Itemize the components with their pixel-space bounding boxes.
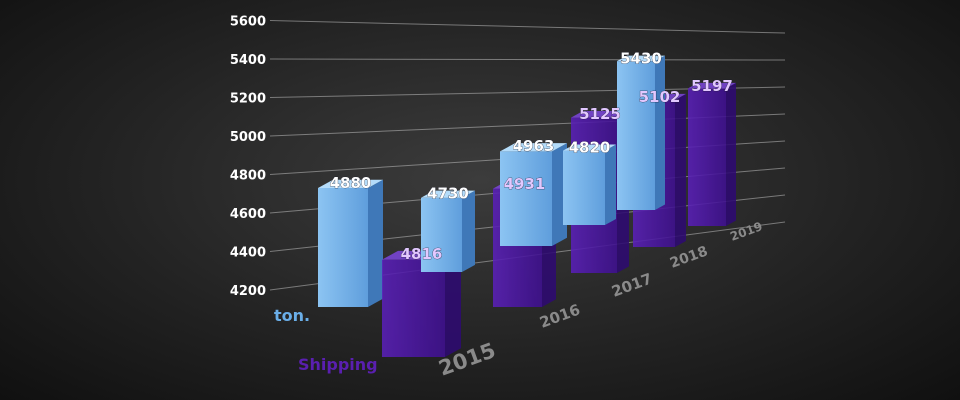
bar-shipping-2017-value-label: 5125 xyxy=(579,105,621,123)
bar-shipping-2016-value-label: 4931 xyxy=(504,175,546,193)
bar-shipping-2015-front xyxy=(382,259,445,357)
bar-ton-2019-side xyxy=(655,55,665,210)
bar-ton-2019-top xyxy=(617,55,665,62)
bar-ton-2019 xyxy=(617,55,665,210)
bar-ton-2017 xyxy=(500,143,567,246)
bar-ton-2015 xyxy=(318,179,383,307)
bar-ton-2016-front xyxy=(421,197,462,272)
bar-shipping-2019-side xyxy=(726,82,736,226)
y-tick-label: 4800 xyxy=(230,169,266,184)
bar-ton-2015-front xyxy=(318,188,368,307)
bar-shipping-2015-side xyxy=(445,250,461,357)
bar-shipping-2017-top xyxy=(571,111,629,118)
bar-shipping-2019-front xyxy=(688,88,726,226)
bar-ton-2018-front xyxy=(563,150,605,225)
bar-ton-2018 xyxy=(563,144,616,225)
bar-ton-2015-side xyxy=(368,179,383,307)
gridline-5400 xyxy=(269,58,786,61)
bar-ton-2017-front xyxy=(500,151,552,246)
y-tick-label: 4200 xyxy=(230,284,266,299)
bar-shipping-2018-value-label: 5102 xyxy=(639,88,681,106)
bar-shipping-2015-value-label: 4816 xyxy=(401,245,443,263)
bar-ton-2018-value-label: 4820 xyxy=(569,139,611,157)
y-tick-label: 4600 xyxy=(230,207,266,222)
bar-shipping-2019-top xyxy=(688,82,736,89)
y-tick-label: 5600 xyxy=(230,15,266,30)
bar-ton-2015-top xyxy=(318,179,383,188)
y-tick-label: 5200 xyxy=(230,92,266,107)
bar-shipping-2019-value-label: 5197 xyxy=(691,77,733,95)
bar-shipping-2015 xyxy=(382,250,461,357)
x-tick-label: 2018 xyxy=(668,243,710,271)
data-labels: 4880 4816 4730 4931 4963 5125 4820 5102 5430 5197 xyxy=(329,49,733,263)
bars xyxy=(318,55,736,357)
x-tick-label: 2017 xyxy=(609,270,654,301)
bar-ton-2017-value-label: 4963 xyxy=(513,137,555,155)
series-label-ton: ton. xyxy=(274,306,310,325)
bar-ton-2018-top xyxy=(563,144,616,151)
y-axis-ticks: 4200 4400 4600 4800 5000 5200 5400 5600 xyxy=(230,15,266,300)
bar-ton-2016-top xyxy=(421,190,475,198)
series-label-shipping: Shipping xyxy=(298,355,378,374)
bar-ton-2017-top xyxy=(500,143,567,152)
y-tick-label: 5400 xyxy=(230,53,266,68)
bar-ton-2019-value-label: 5430 xyxy=(620,50,662,68)
bar-ton-2016-side xyxy=(462,190,475,272)
bar-ton-2018-side xyxy=(605,144,616,225)
bar-ton-2016 xyxy=(421,190,475,272)
bar-ton-2019-front xyxy=(617,61,655,210)
x-tick-label: 2019 xyxy=(728,219,764,244)
gridline-5600 xyxy=(269,20,786,34)
bar-ton-2015-value-label: 4880 xyxy=(330,174,372,192)
y-tick-label: 5000 xyxy=(230,130,266,145)
bar-shipping-2018-side xyxy=(675,93,686,247)
series-labels: ton. Shipping xyxy=(274,306,378,374)
bar-ton-2016-value-label: 4730 xyxy=(427,185,469,203)
y-tick-label: 4400 xyxy=(230,246,266,261)
bar-shipping-2019 xyxy=(688,82,736,226)
